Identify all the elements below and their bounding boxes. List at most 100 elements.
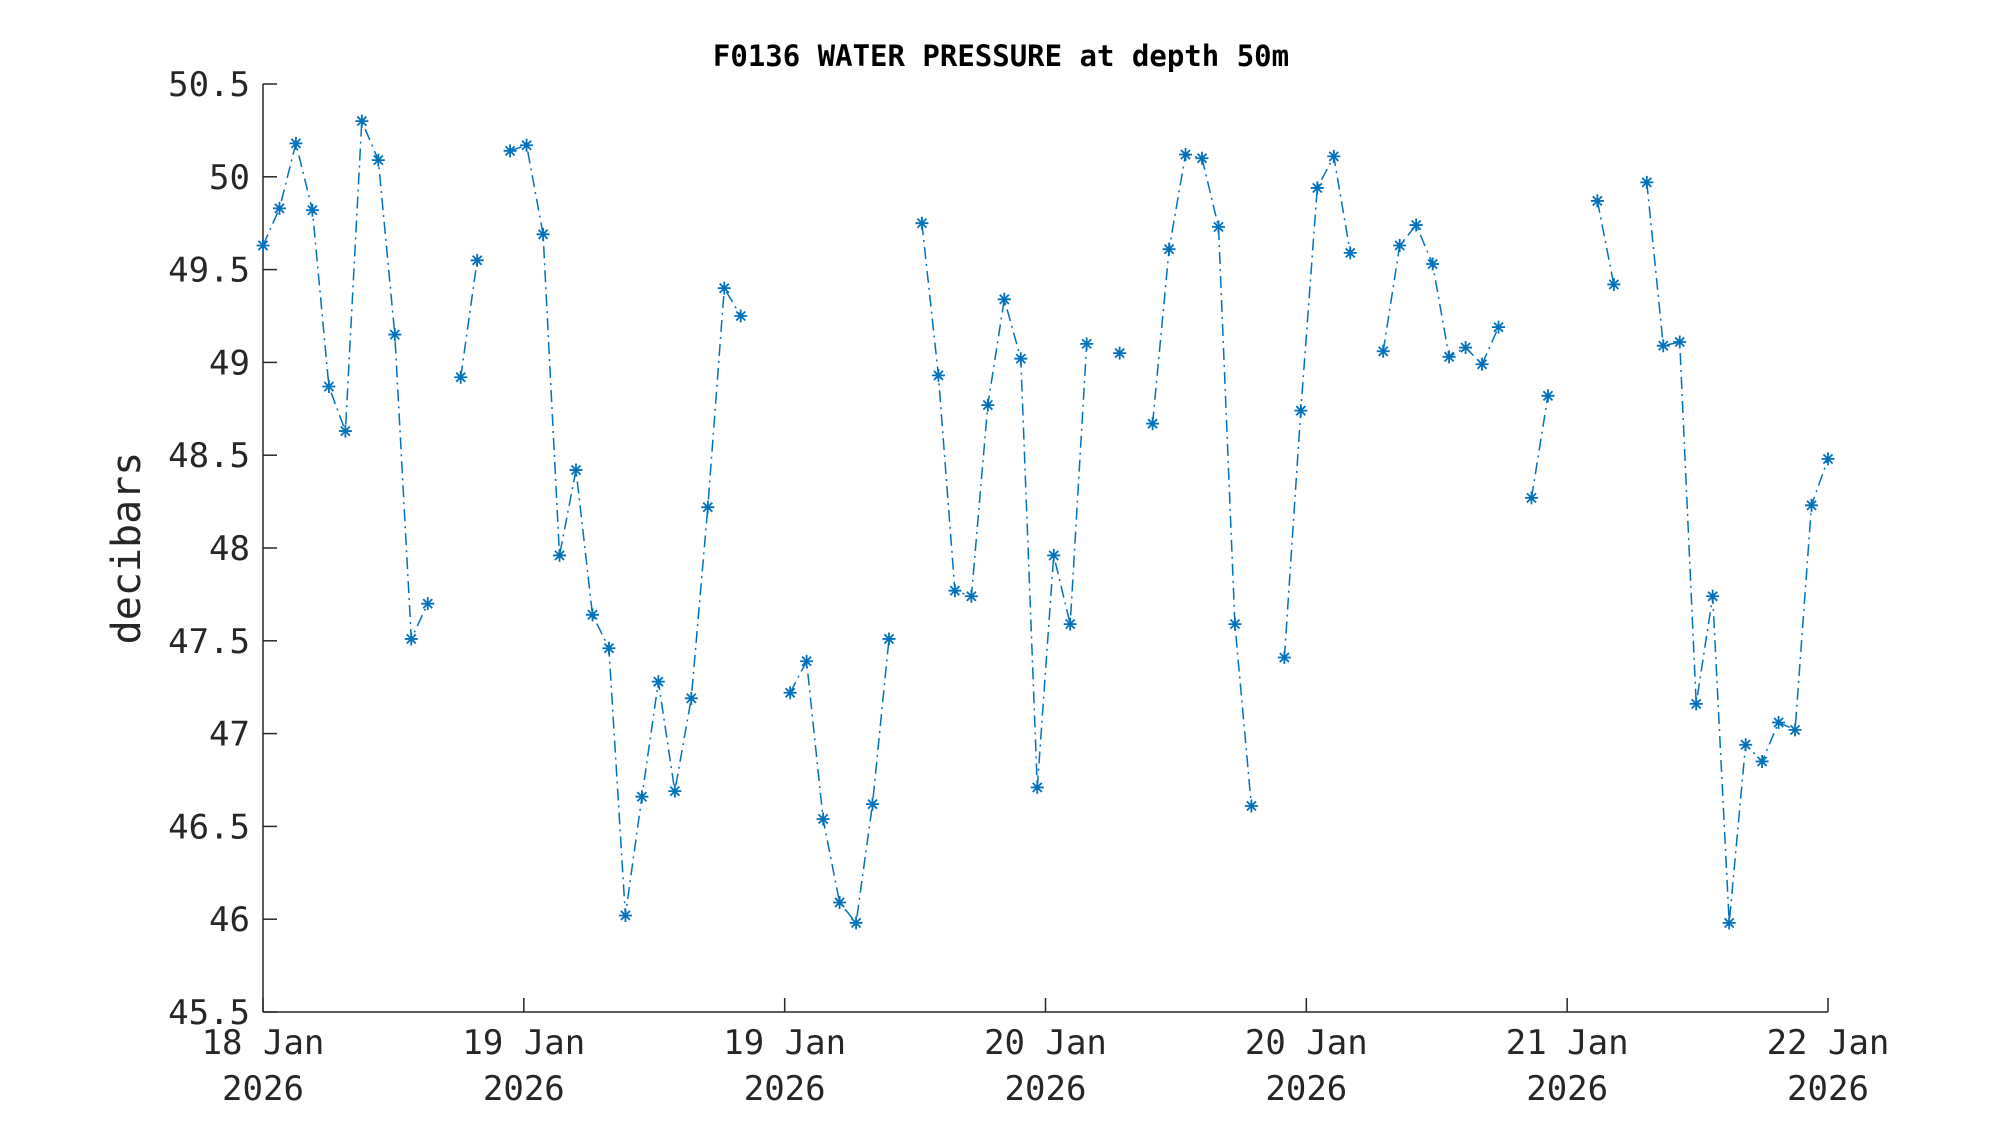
series-layer xyxy=(256,114,1835,930)
data-point xyxy=(701,500,715,514)
data-point xyxy=(1607,277,1621,291)
data-point xyxy=(536,227,550,241)
data-point xyxy=(1426,257,1440,271)
data-point xyxy=(388,328,402,342)
y-tick-label: 50.5 xyxy=(168,65,250,105)
data-point xyxy=(1277,651,1291,665)
data-point xyxy=(1492,320,1506,334)
x-tick-label-date: 22 Jan xyxy=(1767,1023,1890,1063)
data-point xyxy=(1541,389,1555,403)
data-point xyxy=(421,597,435,611)
data-point xyxy=(684,691,698,705)
x-tick-label-date: 18 Jan xyxy=(202,1023,325,1063)
series-line xyxy=(921,223,1088,788)
data-point xyxy=(1459,341,1473,355)
x-tick-label-year: 2026 xyxy=(1787,1069,1869,1109)
data-point xyxy=(948,584,962,598)
data-point xyxy=(585,608,599,622)
data-point xyxy=(734,309,748,323)
data-point xyxy=(800,654,814,668)
x-tick-label-year: 2026 xyxy=(1005,1069,1087,1109)
data-point xyxy=(1113,346,1127,360)
data-point xyxy=(520,138,534,152)
y-tick-label: 49 xyxy=(209,343,250,383)
data-point xyxy=(849,916,863,930)
data-point xyxy=(866,797,880,811)
data-point xyxy=(1343,246,1357,260)
data-point xyxy=(651,675,665,689)
data-point xyxy=(1294,404,1308,418)
data-point xyxy=(1722,916,1736,930)
series-line xyxy=(459,260,478,378)
data-point xyxy=(635,790,649,804)
data-point xyxy=(454,370,468,384)
axes xyxy=(262,84,1828,1013)
data-point xyxy=(1014,352,1028,366)
data-point xyxy=(553,548,567,562)
data-point xyxy=(1689,697,1703,711)
x-tick-label-date: 19 Jan xyxy=(723,1023,846,1063)
data-point xyxy=(1211,220,1225,234)
y-tick-label: 48.5 xyxy=(168,436,250,476)
chart-title: F0136 WATER PRESSURE at depth 50m xyxy=(713,39,1289,73)
series-line xyxy=(1382,223,1500,366)
data-point xyxy=(717,281,731,295)
data-point xyxy=(470,253,484,267)
x-tick-label-year: 2026 xyxy=(222,1069,304,1109)
data-point xyxy=(1788,723,1802,737)
series-line xyxy=(1530,395,1549,499)
data-point xyxy=(783,686,797,700)
data-point xyxy=(322,380,336,394)
data-point xyxy=(1524,491,1538,505)
data-point xyxy=(569,463,583,477)
data-point xyxy=(618,908,632,922)
data-point xyxy=(1475,357,1489,371)
x-ticks: 18 Jan 2026 19 Jan 2026 19 Jan 2026 20 Jan 2026… xyxy=(202,998,1890,1109)
data-point xyxy=(964,589,978,603)
series-line xyxy=(509,144,742,916)
data-point xyxy=(1805,498,1819,512)
x-tick-label-date: 20 Jan xyxy=(1245,1023,1368,1063)
y-tick-label: 47 xyxy=(209,715,250,755)
data-point xyxy=(1080,337,1094,351)
data-point xyxy=(1146,417,1160,431)
data-point xyxy=(1376,344,1390,358)
data-point xyxy=(1228,617,1242,631)
data-point xyxy=(503,144,517,158)
data-point xyxy=(272,201,286,215)
x-tick-label-date: 21 Jan xyxy=(1506,1023,1629,1063)
data-point xyxy=(1673,335,1687,349)
data-point xyxy=(1590,194,1604,208)
data-point xyxy=(1244,799,1258,813)
x-tick-label-year: 2026 xyxy=(1265,1069,1347,1109)
series-line xyxy=(789,638,890,925)
data-point xyxy=(1706,589,1720,603)
data-point xyxy=(1640,175,1654,189)
y-ticks: 50.5 50 49.5 49 48.5 48 47.5 47 46.5 46 45.5 xyxy=(168,65,277,1033)
data-point xyxy=(305,203,319,217)
data-point xyxy=(338,424,352,438)
data-point xyxy=(404,632,418,646)
data-point xyxy=(1310,181,1324,195)
x-tick-label-date: 19 Jan xyxy=(462,1023,585,1063)
data-point xyxy=(602,641,616,655)
y-tick-label: 45.5 xyxy=(168,993,250,1033)
y-tick-label: 47.5 xyxy=(168,622,250,662)
data-point xyxy=(931,368,945,382)
data-point xyxy=(1442,350,1456,364)
data-point xyxy=(915,216,929,230)
y-tick-label: 46.5 xyxy=(168,807,250,847)
y-tick-label: 48 xyxy=(209,529,250,569)
data-point xyxy=(1739,738,1753,752)
series-line xyxy=(1283,154,1352,658)
data-point xyxy=(1755,754,1769,768)
data-point xyxy=(668,784,682,798)
data-point xyxy=(289,136,303,150)
y-axis-label: decibars xyxy=(104,452,150,645)
data-point xyxy=(1393,238,1407,252)
data-point xyxy=(1656,339,1670,353)
x-tick-label-date: 20 Jan xyxy=(984,1023,1107,1063)
data-point xyxy=(1047,548,1061,562)
data-point xyxy=(355,114,369,128)
